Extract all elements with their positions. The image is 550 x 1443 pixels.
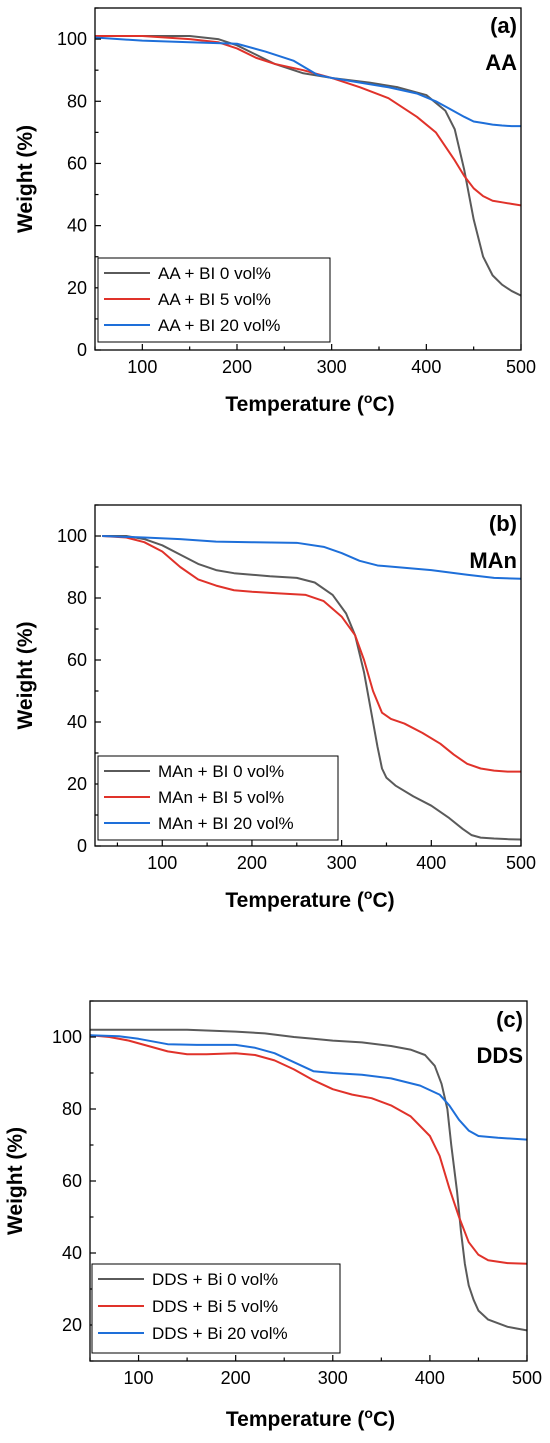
panel-c-y-tick-label: 100 (52, 1027, 82, 1047)
panel-a-y-tick-label: 0 (77, 340, 87, 360)
panel-b-y-tick-label: 80 (67, 588, 87, 608)
panel-c-x-tick-label: 200 (221, 1368, 251, 1388)
panel-b-series-line-1 (102, 535, 521, 773)
panel-c-legend-label-0: DDS + Bi 0 vol% (152, 1270, 278, 1289)
panel-b-label: (b) (489, 511, 517, 536)
panel-a-y-tick-label: 40 (67, 216, 87, 236)
panel-b-legend-label-1: MAn + BI 5 vol% (158, 788, 284, 807)
panel-c-label: (c) (496, 1007, 523, 1032)
panel-c: 100 200 300 400 500 20 40 60 80 100 Temperature (o… (4, 1000, 542, 1431)
panel-a-legend-label-1: AA + BI 5 vol% (158, 290, 271, 309)
panel-b-y-tick-label: 20 (67, 774, 87, 794)
panel-c-name: DDS (477, 1043, 523, 1068)
panel-a-x-tick-label: 500 (506, 357, 536, 377)
panel-a-y-tick-label: 60 (67, 153, 87, 173)
panel-c-x-tick-label: 300 (318, 1368, 348, 1388)
panel-a-y-tick-label: 100 (57, 29, 87, 49)
panel-c-legend-label-2: DDS + Bi 20 vol% (152, 1324, 288, 1343)
panel-c-series-line-1 (90, 1034, 527, 1265)
panel-b-x-tick-label: 300 (327, 853, 357, 873)
panel-a-x-tick-label: 100 (127, 357, 157, 377)
panel-b-y-tick-label: 100 (57, 526, 87, 546)
panel-b-name: MAn (469, 548, 517, 573)
panel-a-y-axis-title: Weight (%) (14, 125, 37, 233)
panel-a-x-tick-label: 200 (222, 357, 252, 377)
panel-b-legend-label-2: MAn + BI 20 vol% (158, 814, 294, 833)
panel-b-series-line-2 (102, 535, 521, 580)
panel-b-x-tick-label: 400 (416, 853, 446, 873)
panel-a-label: (a) (490, 13, 517, 38)
panel-a-series-line-1 (95, 34, 521, 207)
panel-c-y-tick-label: 80 (62, 1099, 82, 1119)
panel-a-series-line-2 (95, 36, 521, 128)
panel-c-legend-label-1: DDS + Bi 5 vol% (152, 1297, 278, 1316)
panel-a-y-tick-label: 80 (67, 91, 87, 111)
panel-b-plot-frame (94, 504, 522, 847)
panel-b-series-line-0 (102, 535, 521, 841)
panel-c-x-tick-label: 100 (124, 1368, 154, 1388)
panel-c-y-tick-label: 40 (62, 1243, 82, 1263)
panel-a-x-axis-title: Temperature (oC) (225, 390, 394, 416)
panel-a-series-line-0 (95, 34, 521, 297)
panel-b: 100 200 300 400 500 0 20 40 60 80 100 Temperature (… (14, 504, 536, 912)
panel-a-name: AA (485, 50, 517, 75)
panel-b-legend-label-0: MAn + BI 0 vol% (158, 762, 284, 781)
panel-b-x-tick-label: 200 (237, 853, 267, 873)
panel-a-plot-frame (94, 7, 522, 351)
panel-a-y-tick-label: 20 (67, 278, 87, 298)
panel-c-x-tick-label: 400 (415, 1368, 445, 1388)
panel-b-y-tick-label: 40 (67, 712, 87, 732)
panel-b-y-tick-label: 60 (67, 650, 87, 670)
panel-a: 100 200 300 400 500 0 20 40 60 80 100 Temperature (… (14, 7, 536, 416)
panel-a-x-tick-label: 400 (411, 357, 441, 377)
panel-c-x-tick-label: 500 (512, 1368, 542, 1388)
panel-b-x-tick-label: 500 (506, 853, 536, 873)
panel-a-x-tick-label: 300 (317, 357, 347, 377)
panel-c-y-axis-title: Weight (%) (4, 1127, 27, 1235)
panel-c-series-line-2 (90, 1034, 527, 1141)
panel-b-y-axis-title: Weight (%) (14, 621, 37, 729)
panel-a-legend-label-2: AA + BI 20 vol% (158, 316, 280, 335)
panel-a-legend-label-0: AA + BI 0 vol% (158, 264, 271, 283)
panel-b-y-tick-label: 0 (77, 836, 87, 856)
panel-b-x-axis-title: Temperature (oC) (225, 886, 394, 912)
panel-c-y-tick-label: 60 (62, 1171, 82, 1191)
panel-c-y-tick-label: 20 (62, 1315, 82, 1335)
panel-c-x-axis-title: Temperature (oC) (226, 1405, 395, 1431)
panel-b-x-tick-label: 100 (147, 853, 177, 873)
panel-c-series-line-0 (90, 1028, 527, 1332)
